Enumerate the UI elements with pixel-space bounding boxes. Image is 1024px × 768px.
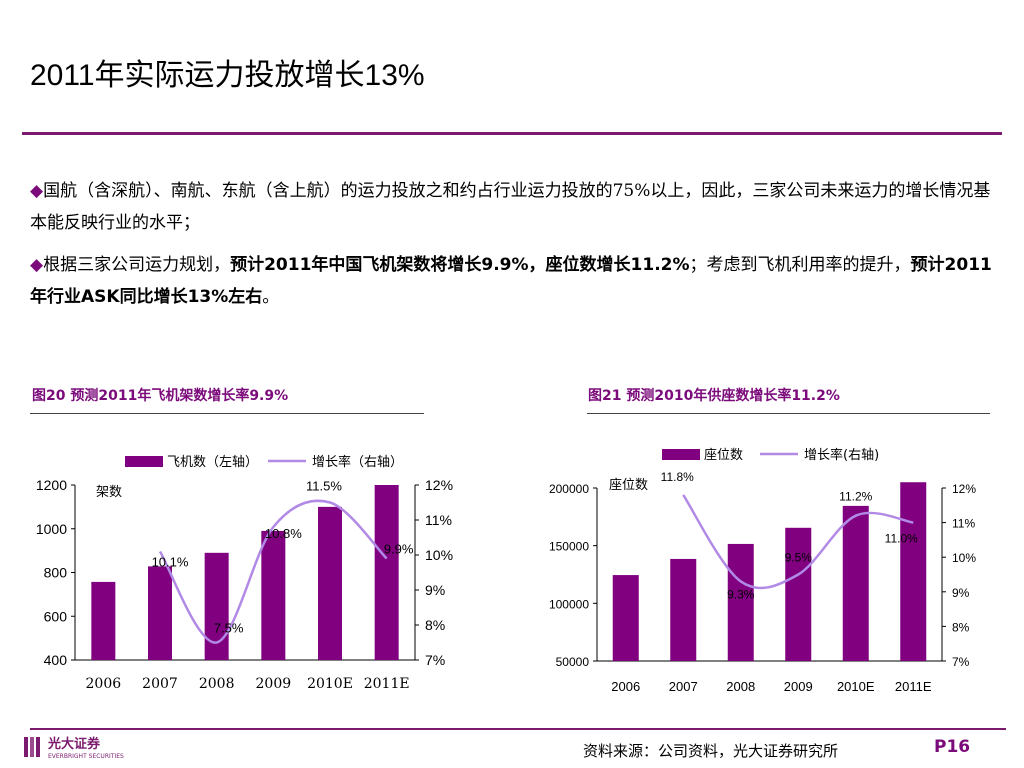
bar-2010E bbox=[318, 506, 342, 660]
legend-bar-swatch bbox=[662, 449, 700, 460]
x-tick-label: 2009 bbox=[256, 676, 292, 692]
legend-line-label: 增长率（右轴） bbox=[312, 454, 403, 470]
x-tick-label: 2011E bbox=[364, 676, 410, 692]
source-note: 资料来源：公司资料，光大证券研究所 bbox=[583, 742, 839, 760]
bullet-highlight-text: 预计2011年行业ASK同比增长13%左右 bbox=[30, 255, 992, 307]
left-axis-title: 座位数 bbox=[609, 478, 648, 493]
everbright-logo: 光大证券 EVERBRIGHT SECURITIES bbox=[24, 736, 124, 760]
right-tick-label: 7% bbox=[952, 655, 970, 669]
left-tick-label: 200000 bbox=[549, 482, 589, 496]
right-tick-label: 9% bbox=[952, 586, 970, 600]
left-tick-label: 150000 bbox=[549, 540, 589, 554]
bar-2011E bbox=[374, 485, 399, 660]
bullet-item: ◆国航（含深航）、南航、东航（含上航）的运力投放之和约占行业运力投放的75%以上… bbox=[30, 175, 995, 239]
bullet-item: ◆根据三家公司运力规划，预计2011年中国飞机架数将增长9.9%，座位数增长11… bbox=[30, 249, 995, 313]
right-tick-label: 8% bbox=[952, 620, 970, 634]
figure-21-caption: 图21 预测2010年供座数增长率11.2% bbox=[588, 388, 840, 404]
data-label: 11.0% bbox=[885, 532, 918, 546]
figure-20-caption-rule bbox=[30, 413, 424, 414]
bar-2011E bbox=[900, 482, 927, 661]
footer-divider bbox=[30, 728, 1006, 730]
figure-21-caption-rule bbox=[587, 413, 990, 414]
x-tick-label: 2010E bbox=[837, 679, 875, 694]
bar-2009 bbox=[261, 530, 286, 660]
aircraft-count-chart: 400 600 800 1000 1200 7% 8% 9% 10% 11% 12% 2006 2007… bbox=[36, 454, 453, 692]
right-tick-label: 12% bbox=[425, 477, 453, 493]
bar-2007 bbox=[670, 558, 697, 661]
data-label: 11.8% bbox=[661, 470, 694, 484]
bar-2008 bbox=[727, 543, 754, 661]
bar-2006 bbox=[612, 575, 639, 661]
data-label: 9.9% bbox=[384, 542, 414, 557]
data-label: 11.5% bbox=[306, 479, 342, 494]
data-label: 10.8% bbox=[265, 526, 302, 541]
bullet-text: ；考虑到飞机利用率的提升， bbox=[689, 255, 911, 275]
left-tick-label: 1200 bbox=[36, 477, 67, 493]
x-tick-label: 2006 bbox=[611, 679, 640, 694]
bar-2009 bbox=[785, 527, 812, 661]
bullet-highlight-text: 预计2011年中国飞机架数将增长9.9%，座位数增长11.2% bbox=[230, 255, 690, 275]
x-tick-label: 2009 bbox=[784, 679, 813, 694]
left-tick-label: 100000 bbox=[549, 597, 589, 611]
data-label: 9.5% bbox=[785, 551, 813, 565]
legend-bar-label: 飞机数（左轴） bbox=[167, 455, 258, 470]
bullet-list: ◆国航（含深航）、南航、东航（含上航）的运力投放之和约占行业运力投放的75%以上… bbox=[30, 175, 995, 323]
bullet-text: 国航（含深航）、南航、东航（含上航）的运力投放之和约占行业运力投放的75%以上，… bbox=[30, 181, 991, 233]
logo-subtext: EVERBRIGHT SECURITIES bbox=[48, 753, 124, 760]
bar-2010E bbox=[842, 505, 869, 661]
bar-2006 bbox=[91, 581, 116, 660]
x-tick-label: 2006 bbox=[86, 676, 122, 692]
right-tick-label: 10% bbox=[425, 547, 453, 563]
left-tick-label: 800 bbox=[44, 565, 68, 581]
right-tick-label: 9% bbox=[425, 582, 445, 598]
data-label: 10.1% bbox=[152, 555, 189, 570]
x-tick-label: 2007 bbox=[669, 679, 698, 694]
legend-bar-swatch bbox=[125, 456, 163, 467]
left-tick-label: 400 bbox=[44, 652, 68, 668]
slide-title: 2011年实际运力投放增长13% bbox=[30, 59, 425, 92]
data-label: 11.2% bbox=[839, 490, 872, 504]
right-tick-label: 10% bbox=[952, 551, 976, 565]
growth-rate-line bbox=[682, 494, 914, 590]
right-tick-label: 8% bbox=[425, 617, 445, 633]
right-tick-label: 11% bbox=[952, 517, 975, 531]
x-tick-label: 2007 bbox=[142, 676, 178, 692]
left-tick-label: 50000 bbox=[556, 655, 590, 669]
left-axis-title: 架数 bbox=[96, 485, 122, 500]
x-tick-label: 2011E bbox=[895, 679, 932, 694]
right-tick-label: 7% bbox=[425, 652, 445, 668]
diamond-bullet-icon: ◆ bbox=[30, 181, 44, 201]
x-tick-label: 2008 bbox=[726, 679, 755, 694]
bar-2007 bbox=[148, 566, 172, 660]
diamond-bullet-icon: ◆ bbox=[30, 255, 44, 275]
data-label: 9.3% bbox=[727, 587, 755, 601]
seat-count-chart: 50000 100000 150000 200000 7% 8% 9% 10% 11% 12% 20… bbox=[549, 447, 976, 694]
data-label: 7.5% bbox=[214, 621, 244, 636]
x-tick-label: 2008 bbox=[199, 676, 235, 692]
page-number: P16 bbox=[934, 737, 971, 757]
growth-rate-line bbox=[158, 499, 388, 644]
bullet-text: 根据三家公司运力规划， bbox=[43, 255, 231, 275]
logo-text: 光大证券 bbox=[47, 736, 101, 752]
right-tick-label: 12% bbox=[952, 482, 976, 496]
legend-line-label: 增长率(右轴) bbox=[804, 447, 879, 463]
left-tick-label: 600 bbox=[44, 608, 68, 624]
legend-bar-label: 座位数 bbox=[704, 448, 743, 463]
bar-2008 bbox=[204, 552, 229, 660]
title-divider bbox=[22, 132, 1002, 135]
left-tick-label: 1000 bbox=[36, 521, 67, 537]
x-tick-label: 2010E bbox=[307, 676, 353, 692]
bullet-text: 。 bbox=[262, 287, 280, 307]
right-tick-label: 11% bbox=[425, 512, 452, 528]
figure-20-caption: 图20 预测2011年飞机架数增长率9.9% bbox=[32, 388, 289, 404]
